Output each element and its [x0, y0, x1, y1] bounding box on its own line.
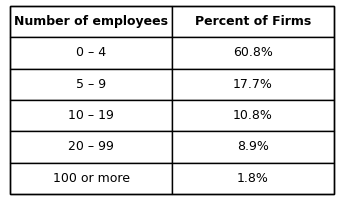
Text: 8.9%: 8.9%: [237, 140, 269, 154]
Text: 5 – 9: 5 – 9: [76, 78, 106, 91]
Bar: [172, 163, 334, 194]
Text: Percent of Firms: Percent of Firms: [195, 15, 311, 28]
Text: 20 – 99: 20 – 99: [68, 140, 114, 154]
Text: 10 – 19: 10 – 19: [68, 109, 114, 122]
Text: Number of employees: Number of employees: [14, 15, 168, 28]
Text: 17.7%: 17.7%: [233, 78, 273, 91]
Text: 100 or more: 100 or more: [53, 172, 130, 185]
Bar: [10, 69, 172, 100]
Bar: [172, 131, 334, 163]
Bar: [172, 100, 334, 131]
Text: 0 – 4: 0 – 4: [76, 46, 106, 59]
Bar: [172, 37, 334, 69]
Bar: [172, 6, 334, 37]
Bar: [172, 69, 334, 100]
Text: 60.8%: 60.8%: [233, 46, 273, 59]
Bar: [10, 163, 172, 194]
Text: 10.8%: 10.8%: [233, 109, 273, 122]
Bar: [10, 37, 172, 69]
Bar: [10, 100, 172, 131]
Bar: [10, 6, 172, 37]
Text: 1.8%: 1.8%: [237, 172, 269, 185]
Bar: [10, 131, 172, 163]
